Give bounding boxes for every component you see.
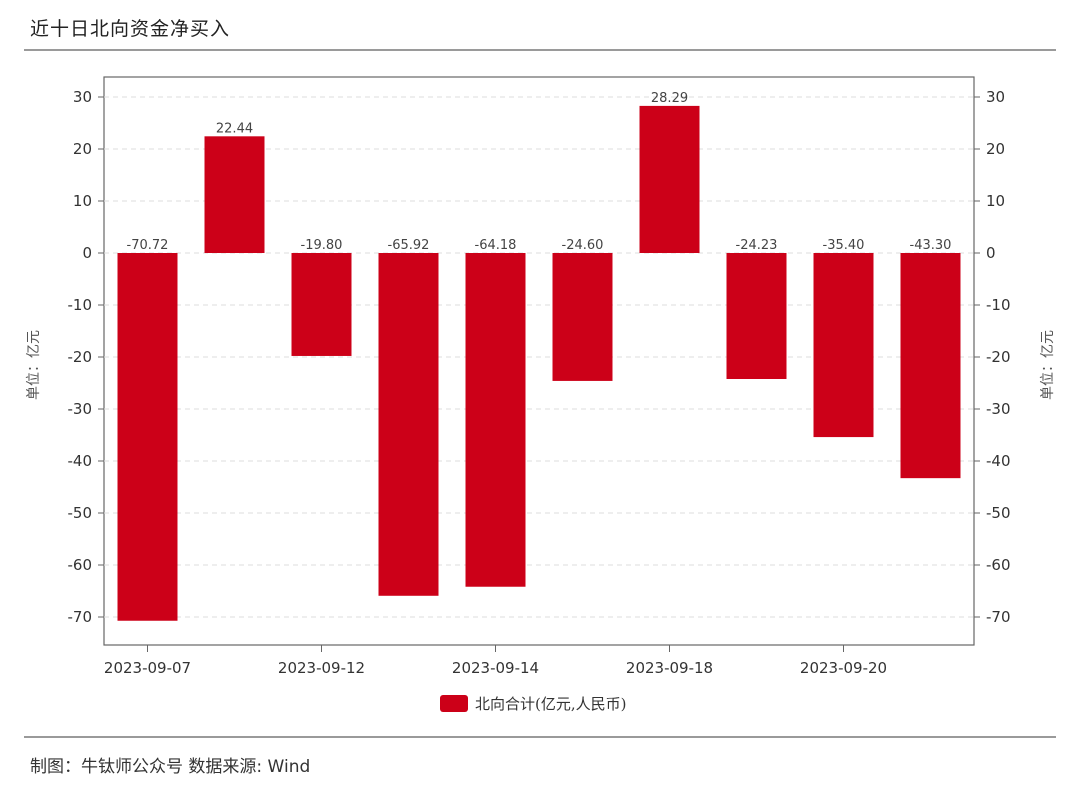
y-tick-label-right: -40	[986, 452, 1011, 470]
data-label: 22.44	[216, 121, 253, 136]
y-tick-label-right: -30	[986, 400, 1011, 418]
y-tick-label-left: -40	[68, 452, 93, 470]
y-tick-label-right: -20	[986, 348, 1011, 366]
footer-divider	[24, 736, 1056, 738]
y-axis-left: 30 20 10 0 -10 -20 -30 -40 -50 -60 -70	[68, 88, 104, 626]
legend: 北向合计(亿元,人民币)	[440, 695, 626, 713]
y-tick-label-left: -10	[68, 296, 93, 314]
bar-2023-09-18	[639, 105, 700, 253]
page-title: 近十日北向资金净买入	[30, 18, 231, 40]
x-tick-label: 2023-09-12	[278, 659, 365, 677]
y-tick-label-left: -50	[68, 504, 93, 522]
data-label: -24.60	[562, 238, 604, 253]
y-tick-label-left: -60	[68, 556, 93, 574]
y-tick-label-left: 30	[73, 88, 92, 106]
bar-2023-09-12	[291, 253, 352, 356]
y-tick-label-right: 0	[986, 244, 996, 262]
x-tick-label: 2023-09-14	[452, 659, 539, 677]
bar-2023-09-13	[378, 253, 439, 596]
data-label: -24.23	[736, 238, 778, 253]
y-tick-label-right: 20	[986, 140, 1005, 158]
y-tick-label-left: -20	[68, 348, 93, 366]
data-label: 28.29	[651, 91, 688, 106]
y-tick-label-right: -60	[986, 556, 1011, 574]
y-axis-label-left: 单位：亿元	[26, 330, 42, 400]
y-tick-label-right: 30	[986, 88, 1005, 106]
y-tick-label-right: -50	[986, 504, 1011, 522]
x-tick-label: 2023-09-20	[800, 659, 887, 677]
x-tick-label: 2023-09-18	[626, 659, 713, 677]
bar-chart: 30 20 10 0 -10 -20 -30 -40 -50 -60 -70 30 20 10 0 -10 -…	[26, 76, 1056, 713]
data-label: -64.18	[475, 238, 517, 253]
data-label: -35.40	[823, 238, 865, 253]
y-axis-right: 30 20 10 0 -10 -20 -30 -40 -50 -60 -70	[974, 88, 1011, 626]
y-tick-label-right: -10	[986, 296, 1011, 314]
y-tick-label-left: 0	[82, 244, 92, 262]
y-tick-label-left: 20	[73, 140, 92, 158]
y-tick-label-right: 10	[986, 192, 1005, 210]
y-tick-label-left: -70	[68, 608, 93, 626]
x-axis: 2023-09-07 2023-09-12 2023-09-14 2023-09-18…	[104, 645, 887, 677]
bars: -70.72 22.44 -19.80 -65.92 -64.18 -24.60 28.29…	[117, 91, 961, 621]
footer-source: 制图：牛钛师公众号 数据来源: Wind	[30, 757, 311, 777]
y-axis-label-right: 单位：亿元	[1040, 330, 1056, 400]
data-label: -65.92	[388, 238, 430, 253]
y-tick-label-left: 10	[73, 192, 92, 210]
x-tick-label: 2023-09-07	[104, 659, 191, 677]
data-label: -43.30	[910, 238, 952, 253]
data-label: -19.80	[301, 238, 343, 253]
bar-2023-09-20	[813, 253, 874, 438]
bar-2023-09-19	[726, 253, 787, 379]
bar-2023-09-08	[204, 136, 265, 253]
title-divider	[24, 49, 1056, 51]
data-label: -70.72	[127, 238, 169, 253]
legend-swatch	[440, 695, 468, 712]
legend-label: 北向合计(亿元,人民币)	[475, 695, 626, 713]
plot-frame	[103, 76, 975, 646]
y-tick-label-left: -30	[68, 400, 93, 418]
bar-2023-09-14	[465, 253, 526, 587]
bar-2023-09-07	[117, 253, 178, 621]
bar-2023-09-21	[900, 253, 961, 479]
y-tick-label-right: -70	[986, 608, 1011, 626]
bar-2023-09-15	[552, 253, 613, 381]
